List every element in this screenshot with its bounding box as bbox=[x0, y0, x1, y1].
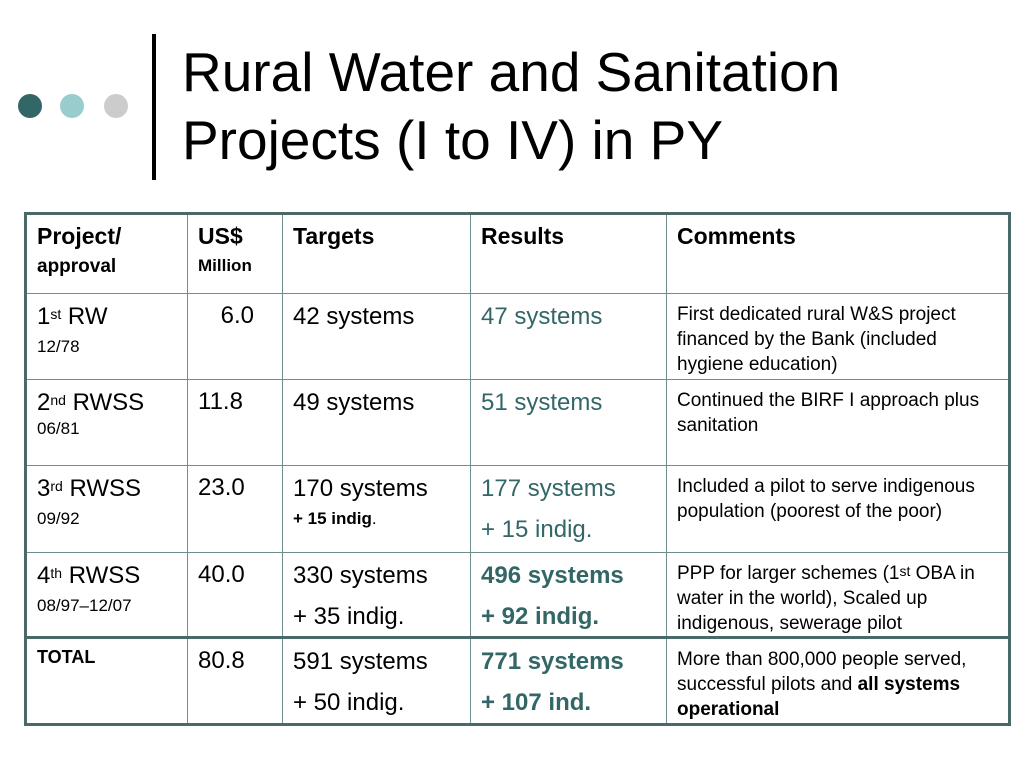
cell-comment: PPP for larger schemes (1st OBA in water… bbox=[666, 552, 1010, 638]
targets-value: 170 systems bbox=[293, 475, 428, 502]
title-divider bbox=[152, 34, 156, 180]
comment-text: Continued the BIRF I approach plus sanit… bbox=[677, 390, 980, 436]
table-header-row: Project/approval US$ Million Targets Resu… bbox=[25, 213, 1010, 294]
slide-title: Rural Water and Sanitation Projects (I t… bbox=[182, 38, 1002, 174]
cell-project: 4th RWSS 08/97–12/07 bbox=[25, 552, 188, 638]
cell-usd: 80.8 bbox=[187, 637, 283, 725]
targets-total: 591 systems bbox=[293, 648, 428, 675]
project-ordinal-suffix: nd bbox=[50, 392, 66, 408]
cell-targets: 330 systems + 35 indig. bbox=[282, 552, 471, 638]
results-value: 496 systems bbox=[481, 562, 624, 589]
project-ordinal: 2 bbox=[37, 389, 51, 416]
cell-results: 496 systems + 92 indig. bbox=[470, 552, 667, 638]
slide-title-line1: Rural Water and Sanitation bbox=[182, 41, 841, 103]
cell-usd: 40.0 bbox=[187, 552, 283, 638]
results-total-extra: + 107 ind. bbox=[481, 689, 592, 716]
targets-extra-tail: . bbox=[371, 509, 377, 528]
header-project-sub: approval bbox=[37, 256, 117, 277]
header-comments: Comments bbox=[666, 213, 1010, 294]
project-ordinal: 3 bbox=[37, 475, 51, 502]
project-ordinal: 1 bbox=[37, 303, 51, 330]
cell-project: 3rd RWSS 09/92 bbox=[25, 465, 188, 553]
decorative-dot-gray bbox=[104, 94, 128, 118]
project-ordinal-suffix: st bbox=[50, 306, 62, 322]
cell-total-label: TOTAL bbox=[25, 637, 188, 725]
cell-targets: 170 systems + 15 indig. bbox=[282, 465, 471, 553]
usd-value: 11.8 bbox=[198, 388, 243, 415]
project-ordinal-suffix: rd bbox=[50, 478, 63, 494]
cell-usd: 23.0 bbox=[187, 465, 283, 553]
table-row: 2nd RWSS 06/81 11.8 49 systems 51 systems… bbox=[25, 379, 1010, 466]
cell-results: 47 systems bbox=[470, 293, 667, 380]
cell-usd: 11.8 bbox=[187, 379, 283, 466]
comment-text-bold: all systems operational bbox=[677, 674, 961, 720]
project-date: 09/92 bbox=[37, 509, 80, 528]
comment-superscript: st bbox=[899, 563, 911, 579]
project-date: 06/81 bbox=[37, 419, 80, 438]
project-name: RWSS bbox=[69, 475, 142, 502]
comment-text: First dedicated rural W&S project financ… bbox=[677, 304, 956, 375]
cell-targets: 49 systems bbox=[282, 379, 471, 466]
targets-value: 49 systems bbox=[293, 389, 415, 416]
cell-usd: 6.0 bbox=[187, 293, 283, 380]
cell-comment: First dedicated rural W&S project financ… bbox=[666, 293, 1010, 380]
header-targets: Targets bbox=[282, 213, 471, 294]
project-date: 08/97–12/07 bbox=[37, 596, 132, 615]
header-project: Project/approval bbox=[25, 213, 188, 294]
header-results: Results bbox=[470, 213, 667, 294]
header-project-label: Project/ bbox=[37, 223, 122, 249]
results-extra: + 92 indig. bbox=[481, 603, 600, 630]
results-extra: + 15 indig. bbox=[481, 516, 593, 543]
comment-text: More than 800,000 people served, success… bbox=[677, 649, 967, 695]
comment-text: PPP for larger schemes (1 bbox=[677, 563, 900, 584]
project-name: RWSS bbox=[68, 562, 141, 589]
cell-targets: 42 systems bbox=[282, 293, 471, 380]
header-usd-label: US$ bbox=[198, 223, 243, 249]
usd-value: 40.0 bbox=[198, 561, 245, 588]
targets-total-extra: + 50 indig. bbox=[293, 689, 405, 716]
usd-value: 6.0 bbox=[220, 302, 254, 329]
targets-value: 330 systems bbox=[293, 562, 428, 589]
usd-total: 80.8 bbox=[198, 647, 245, 674]
decorative-dot-dark bbox=[18, 94, 42, 118]
cell-targets: 591 systems + 50 indig. bbox=[282, 637, 471, 725]
decorative-dot-light bbox=[60, 94, 84, 118]
project-name: RWSS bbox=[72, 389, 145, 416]
usd-value: 23.0 bbox=[198, 474, 245, 501]
table-row: 3rd RWSS 09/92 23.0 170 systems + 15 indig… bbox=[25, 465, 1010, 553]
comment-text: Included a pilot to serve indigenous pop… bbox=[677, 476, 975, 522]
table-row: 1st RW 12/78 6.0 42 systems 47 systems Fi… bbox=[25, 293, 1010, 380]
table-total-row: TOTAL 80.8 591 systems + 50 indig. 771 sy… bbox=[25, 637, 1010, 725]
cell-results: 177 systems + 15 indig. bbox=[470, 465, 667, 553]
results-value: 47 systems bbox=[481, 303, 603, 330]
cell-comment: More than 800,000 people served, success… bbox=[666, 637, 1010, 725]
comment-text-tail: OBA in water in the world), Scaled up in… bbox=[677, 563, 975, 634]
cell-results: 771 systems + 107 ind. bbox=[470, 637, 667, 725]
total-label: TOTAL bbox=[37, 647, 96, 667]
cell-project: 2nd RWSS 06/81 bbox=[25, 379, 188, 466]
cell-comment: Included a pilot to serve indigenous pop… bbox=[666, 465, 1010, 553]
targets-extra: + 35 indig. bbox=[293, 603, 405, 630]
slide-title-line2: Projects (I to IV) in PY bbox=[182, 109, 724, 171]
project-ordinal: 4 bbox=[37, 562, 51, 589]
results-value: 51 systems bbox=[481, 389, 603, 416]
header-usd-sub: Million bbox=[198, 256, 252, 275]
project-date: 12/78 bbox=[37, 337, 80, 356]
targets-value: 42 systems bbox=[293, 303, 415, 330]
projects-table: Project/approval US$ Million Targets Resu… bbox=[24, 212, 1011, 726]
cell-results: 51 systems bbox=[470, 379, 667, 466]
cell-project: 1st RW 12/78 bbox=[25, 293, 188, 380]
cell-comment: Continued the BIRF I approach plus sanit… bbox=[666, 379, 1010, 466]
header-usd: US$ Million bbox=[187, 213, 283, 294]
project-name: RW bbox=[67, 303, 108, 330]
table-row: 4th RWSS 08/97–12/07 40.0 330 systems + 35… bbox=[25, 552, 1010, 638]
project-ordinal-suffix: th bbox=[50, 565, 63, 581]
targets-extra: + 15 indig bbox=[293, 509, 372, 528]
results-value: 177 systems bbox=[481, 475, 616, 502]
results-total: 771 systems bbox=[481, 648, 624, 675]
